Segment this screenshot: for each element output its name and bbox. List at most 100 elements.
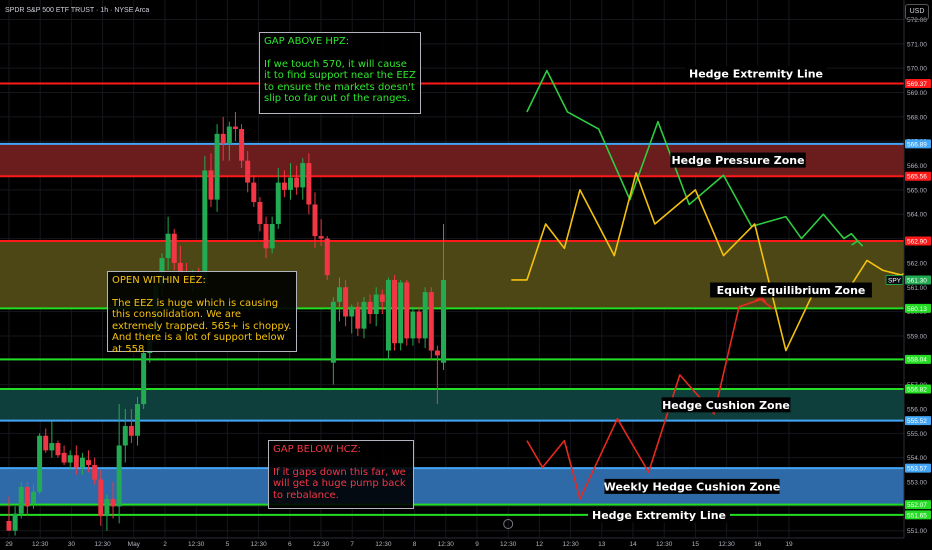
equity-equilibrium-zone-label-bg <box>710 282 872 298</box>
x-tick-label: 19 <box>785 541 793 548</box>
hedge-extremity-line-label-bg <box>685 65 827 81</box>
candle-body <box>441 279 447 363</box>
arrow-head <box>851 239 864 247</box>
chart-title: SPDR S&P 500 ETF TRUST · 1h · NYSE Arca <box>5 7 149 14</box>
y-tick-label: 554.00 <box>907 455 927 462</box>
weekly-hedge-cushion-zone-label-bg <box>604 478 780 494</box>
y-tick-label: 562.00 <box>907 260 927 267</box>
x-tick-label: 29 <box>5 541 13 548</box>
scenario-path-gap-below <box>526 298 774 500</box>
event-icon[interactable] <box>503 519 514 529</box>
candle-body <box>220 133 226 144</box>
candle-body <box>434 350 440 356</box>
candle-body <box>79 457 85 468</box>
y-tick-label: 553.00 <box>907 480 927 487</box>
price-tag: 562.90 <box>907 238 927 245</box>
x-tick-label: 8 <box>413 541 417 548</box>
candle-body <box>61 452 67 463</box>
candle-body <box>330 301 336 363</box>
candle-body <box>306 163 312 205</box>
candle-body <box>86 460 92 465</box>
price-tag: 551.65 <box>907 512 927 519</box>
y-tick-label: 551.00 <box>907 528 927 535</box>
last-price-tag: 561.30 <box>907 277 927 284</box>
candle-body <box>257 202 263 224</box>
candle-body <box>104 499 110 517</box>
price-tag: 569.37 <box>907 81 927 88</box>
candle-body <box>398 282 404 344</box>
candle-body <box>288 177 294 190</box>
x-tick-label: 5 <box>226 541 230 548</box>
price-tag-bg <box>905 303 931 313</box>
price-tag-bg <box>905 236 931 246</box>
x-tick-label: 12:30 <box>94 541 111 548</box>
candle-body <box>116 445 122 507</box>
x-tick-label: 15 <box>692 541 700 548</box>
note-gap-above-body: If we touch 570, it will cause it to fin… <box>264 58 420 105</box>
note-gap-below-body: If it gaps down this far, we will get a … <box>273 466 409 501</box>
candle-body <box>6 520 12 531</box>
candle-body <box>404 282 410 339</box>
price-tag: 565.56 <box>907 174 927 181</box>
equity-equilibrium-zone-label: Equity Equilibrium Zone <box>717 284 866 297</box>
candle-body <box>55 443 61 456</box>
price-tag-bg <box>905 139 931 149</box>
candle-body <box>300 163 306 188</box>
candle-body <box>239 129 245 161</box>
x-tick-label: 12:30 <box>313 541 330 548</box>
x-tick-label: 14 <box>629 541 637 548</box>
ticker-badge-bg <box>885 275 904 285</box>
hedge-extremity-line-low-label-bg <box>588 507 730 523</box>
note-gap-above: GAP ABOVE HPZ: If we touch 570, it will … <box>259 32 421 114</box>
candle-body <box>128 426 134 436</box>
candle-body <box>43 435 49 451</box>
candle-body <box>410 311 416 339</box>
price-tag-bg <box>905 510 931 520</box>
x-tick-label: 12:30 <box>250 541 267 548</box>
candle-body <box>24 486 30 507</box>
note-open-within-title: OPEN WITHIN EEZ: <box>112 275 206 286</box>
candle-body <box>245 160 251 183</box>
last-price-tag-bg <box>905 275 931 285</box>
hedge-pressure-zone-label-bg <box>670 152 806 168</box>
currency-button[interactable]: USD <box>905 4 929 20</box>
candle-body <box>92 464 98 480</box>
x-tick-label: 12 <box>536 541 544 548</box>
candle-body <box>208 170 214 200</box>
candle-body <box>275 182 281 224</box>
scenario-path-gap-above <box>526 69 859 242</box>
candle-body <box>171 233 177 263</box>
candle-body <box>202 170 208 283</box>
y-tick-label: 559.00 <box>907 333 927 340</box>
price-tag-bg <box>905 78 931 88</box>
candle-body <box>355 306 361 329</box>
candle-body <box>392 279 398 344</box>
price-tag-bg <box>905 384 931 394</box>
candle-body <box>318 236 324 239</box>
y-tick-label: 571.00 <box>907 41 927 48</box>
candle-body <box>37 435 43 492</box>
candle-body <box>98 479 104 517</box>
note-gap-above-title: GAP ABOVE HPZ: <box>264 36 350 47</box>
x-tick-label: 16 <box>754 541 762 548</box>
price-tag-bg <box>905 500 931 510</box>
price-tag-bg <box>905 463 931 473</box>
candle-body <box>336 287 342 302</box>
candle-body <box>141 352 147 405</box>
note-open-within: OPEN WITHIN EEZ: The EEZ is huge which i… <box>107 271 297 355</box>
candle-body <box>416 311 422 339</box>
hedge-cushion-zone-label-bg <box>661 397 791 413</box>
x-tick-label: 6 <box>288 541 292 548</box>
candle-body <box>263 223 269 249</box>
x-tick-label: 2 <box>163 541 167 548</box>
y-tick-label: 556.00 <box>907 406 927 413</box>
candle-body <box>343 287 349 317</box>
candle-body <box>294 177 300 188</box>
candle-body <box>49 443 55 451</box>
x-tick-label: 7 <box>350 541 354 548</box>
candle-body <box>361 301 367 329</box>
candle-body <box>177 262 183 276</box>
candle-body <box>379 294 385 302</box>
